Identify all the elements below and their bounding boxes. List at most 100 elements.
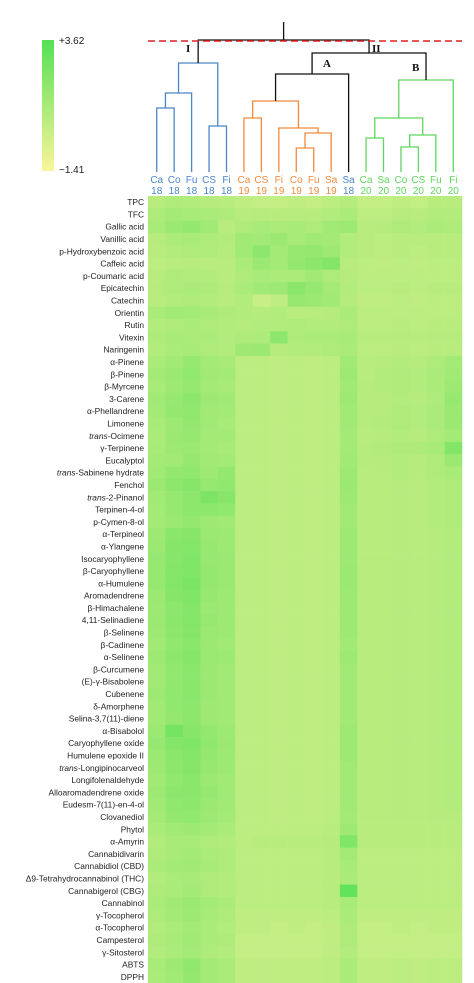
row-label: Longifolenaldehyde xyxy=(71,775,144,785)
heatmap-cell xyxy=(339,454,358,467)
heatmap-cell xyxy=(427,282,445,295)
heatmap-cell xyxy=(182,232,201,246)
heatmap-cell xyxy=(427,884,445,898)
heatmap-cell xyxy=(287,503,306,517)
heatmap-cell xyxy=(305,528,323,541)
heatmap-cell xyxy=(427,650,445,664)
heatmap-cell xyxy=(339,896,358,910)
heatmap-cell xyxy=(427,380,445,394)
row-label: β-Cadinene xyxy=(101,640,145,650)
heatmap-cell xyxy=(182,540,201,553)
heatmap-cell xyxy=(235,663,253,676)
heatmap-cell xyxy=(200,540,219,553)
heatmap-cell xyxy=(165,970,184,983)
heatmap-cell xyxy=(287,626,306,639)
heatmap-cell xyxy=(305,626,323,639)
heatmap-cell xyxy=(287,970,306,983)
heatmap-cell xyxy=(322,601,341,615)
heatmap-cell xyxy=(305,429,323,443)
heatmap-cell xyxy=(392,540,410,553)
heatmap-cell xyxy=(182,724,201,738)
heatmap-cell xyxy=(444,552,463,566)
heatmap-cell xyxy=(287,245,306,258)
row-label: α-Ylangene xyxy=(101,541,144,551)
column-dendrogram xyxy=(148,22,462,172)
heatmap-cell xyxy=(182,269,201,283)
heatmap-cell xyxy=(427,515,445,529)
heatmap-cell xyxy=(339,810,358,824)
dendrogram-branch xyxy=(398,79,454,172)
heatmap-cell xyxy=(252,441,271,455)
heatmap-cell xyxy=(339,503,358,517)
heatmap-cell xyxy=(270,675,288,689)
heatmap-cell xyxy=(357,245,376,258)
heatmap-cell xyxy=(374,564,393,578)
heatmap-cell xyxy=(305,564,323,578)
heatmap-cell xyxy=(305,921,323,935)
heatmap-cell xyxy=(217,810,236,824)
heatmap-cell xyxy=(392,515,410,529)
heatmap-cell xyxy=(182,687,201,701)
heatmap-cell xyxy=(427,269,445,283)
row-label: Δ9-Tetrahydrocannabinol (THC) xyxy=(26,873,144,883)
heatmap-cell xyxy=(392,368,410,381)
heatmap-cell xyxy=(252,245,271,258)
heatmap-cell xyxy=(200,503,219,517)
heatmap-cell xyxy=(305,306,323,320)
heatmap-cell xyxy=(217,466,236,480)
heatmap-cell xyxy=(148,823,166,836)
heatmap-cell xyxy=(165,798,184,812)
heatmap-cell xyxy=(200,232,219,246)
heatmap-cell xyxy=(409,355,428,369)
row-label: trans-2-Pinanol xyxy=(87,492,144,502)
heatmap-cell xyxy=(444,687,463,701)
heatmap-cell xyxy=(200,761,219,775)
heatmap-cell xyxy=(409,454,428,467)
heatmap-cell xyxy=(287,368,306,381)
heatmap-cell xyxy=(305,552,323,566)
heatmap-cell xyxy=(444,429,463,443)
heatmap-cell xyxy=(217,749,236,762)
heatmap-cell xyxy=(392,810,410,824)
heatmap-cell xyxy=(148,282,166,295)
heatmap-cell xyxy=(339,368,358,381)
heatmap-cell xyxy=(165,515,184,529)
heatmap-cell xyxy=(444,441,463,455)
heatmap-cell xyxy=(427,220,445,234)
heatmap-cell xyxy=(444,860,463,873)
heatmap-cell xyxy=(409,724,428,738)
column-year-label: 19 xyxy=(238,186,250,197)
heatmap-cell xyxy=(374,896,393,910)
heatmap-cell xyxy=(165,650,184,664)
heatmap-cell xyxy=(444,466,463,480)
heatmap-cell xyxy=(182,798,201,812)
heatmap-cell xyxy=(339,343,358,357)
heatmap-cell xyxy=(217,638,236,652)
heatmap-cell xyxy=(322,970,341,983)
heatmap-cell xyxy=(409,601,428,615)
heatmap-cell xyxy=(392,675,410,689)
heatmap-cell xyxy=(165,896,184,910)
heatmap-cell xyxy=(287,577,306,590)
heatmap-cell xyxy=(165,946,184,959)
heatmap-cell xyxy=(252,306,271,320)
heatmap-cell xyxy=(427,724,445,738)
heatmap-cell xyxy=(444,417,463,430)
heatmap-cell xyxy=(427,392,445,406)
heatmap-cell xyxy=(148,245,166,258)
heatmap-cell xyxy=(217,650,236,664)
heatmap-cell xyxy=(374,650,393,664)
heatmap-cell xyxy=(374,405,393,418)
heatmap-cell xyxy=(357,749,376,762)
row-label: Campesterol xyxy=(97,935,145,945)
heatmap-cell xyxy=(217,700,236,713)
row-label: Cannabigerol (CBG) xyxy=(68,886,144,896)
heatmap-cell xyxy=(392,798,410,812)
heatmap-cell xyxy=(392,306,410,320)
heatmap-cell xyxy=(409,220,428,234)
heatmap-cell xyxy=(392,700,410,713)
heatmap-cell xyxy=(270,232,288,246)
heatmap-cell xyxy=(165,196,184,209)
heatmap-cell xyxy=(287,737,306,750)
heatmap-cell xyxy=(392,380,410,394)
